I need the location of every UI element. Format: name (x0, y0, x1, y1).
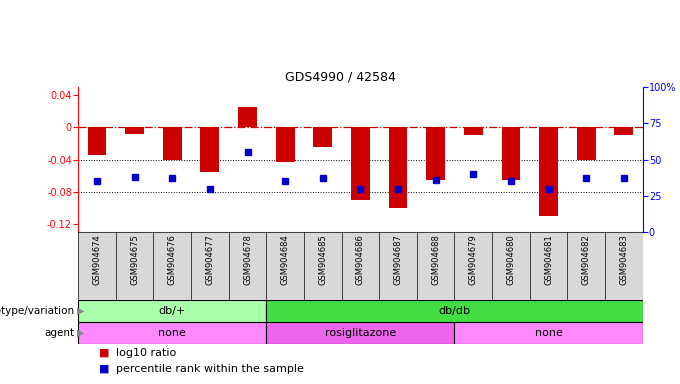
Bar (426, 127, 445, 180)
Text: GSM904681: GSM904681 (544, 234, 553, 285)
Text: log10 ratio: log10 ratio (116, 348, 176, 358)
Bar (351, 127, 370, 200)
Bar (454, 322, 643, 344)
Bar (201, 127, 219, 172)
Text: GSM904688: GSM904688 (431, 234, 440, 285)
Text: GSM904685: GSM904685 (318, 234, 327, 285)
Text: GDS4990 / 42584: GDS4990 / 42584 (284, 70, 396, 83)
Text: ▶: ▶ (77, 306, 84, 316)
Text: GSM904680: GSM904680 (507, 234, 515, 285)
Text: ■: ■ (99, 364, 113, 374)
Bar (615, 127, 633, 135)
Text: db/db: db/db (439, 306, 471, 316)
Text: GSM904677: GSM904677 (205, 234, 214, 285)
Bar (502, 127, 520, 180)
Text: ▶: ▶ (77, 328, 84, 338)
Bar (577, 127, 596, 159)
Bar (163, 127, 182, 159)
Bar (88, 127, 106, 156)
Text: genotype/variation: genotype/variation (0, 306, 75, 316)
Text: GSM904687: GSM904687 (394, 234, 403, 285)
Text: GSM904686: GSM904686 (356, 234, 365, 285)
Text: percentile rank within the sample: percentile rank within the sample (116, 364, 303, 374)
Text: GSM904675: GSM904675 (130, 234, 139, 285)
Bar (238, 107, 257, 127)
Text: db/+: db/+ (158, 306, 186, 316)
Text: agent: agent (45, 328, 75, 338)
Text: none: none (158, 328, 186, 338)
Bar (267, 322, 454, 344)
Text: GSM904676: GSM904676 (168, 234, 177, 285)
Bar (464, 127, 483, 135)
Text: GSM904679: GSM904679 (469, 234, 478, 285)
Text: rosiglitazone: rosiglitazone (325, 328, 396, 338)
Bar (78, 322, 267, 344)
Text: GSM904682: GSM904682 (581, 234, 591, 285)
Text: GSM904678: GSM904678 (243, 234, 252, 285)
Bar (125, 127, 144, 134)
Bar (267, 300, 643, 322)
Bar (313, 127, 332, 147)
Bar (389, 127, 407, 208)
Bar (78, 300, 267, 322)
Text: ■: ■ (99, 348, 113, 358)
Text: GSM904684: GSM904684 (281, 234, 290, 285)
Text: none: none (534, 328, 562, 338)
Bar (276, 127, 294, 162)
Bar (539, 127, 558, 216)
Text: GSM904674: GSM904674 (92, 234, 101, 285)
Text: GSM904683: GSM904683 (619, 234, 628, 285)
